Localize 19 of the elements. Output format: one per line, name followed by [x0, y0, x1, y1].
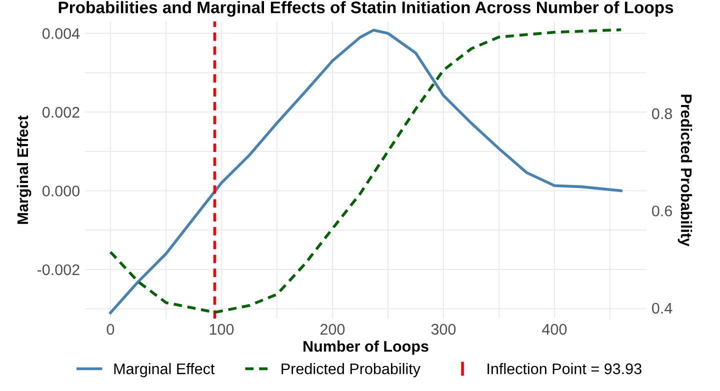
x-tick-label: 0	[106, 324, 114, 335]
chart-title: Probabilities and Marginal Effects of Statin Initiation Across Number of Loops	[58, 1, 674, 17]
y-axis-title: Marginal Effect	[16, 116, 32, 224]
y-tick-label: 0.000	[42, 186, 80, 196]
y-tick-label: -0.002	[37, 264, 80, 276]
y-tick-label: 0.004	[42, 28, 80, 39]
x-tick-label: 100	[210, 324, 234, 335]
y2-tick-label: 0.6	[652, 206, 672, 216]
x-axis-title: Number of Loops	[304, 340, 428, 355]
y2-tick-label: 0.4	[652, 302, 672, 314]
y-tick-label: 0.002	[42, 106, 80, 118]
legend-label: Marginal Effect	[114, 363, 215, 378]
x-tick-label: 400	[542, 324, 567, 335]
y2-tick-label: 0.8	[652, 108, 672, 120]
legend-label: Inflection Point = 93.93	[488, 363, 642, 374]
x-tick-label: 300	[431, 324, 456, 335]
legend-label: Predicted Probability	[282, 363, 420, 378]
y2-axis-title: Predicted Probability	[678, 94, 692, 246]
x-tick-label: 200	[320, 324, 345, 335]
